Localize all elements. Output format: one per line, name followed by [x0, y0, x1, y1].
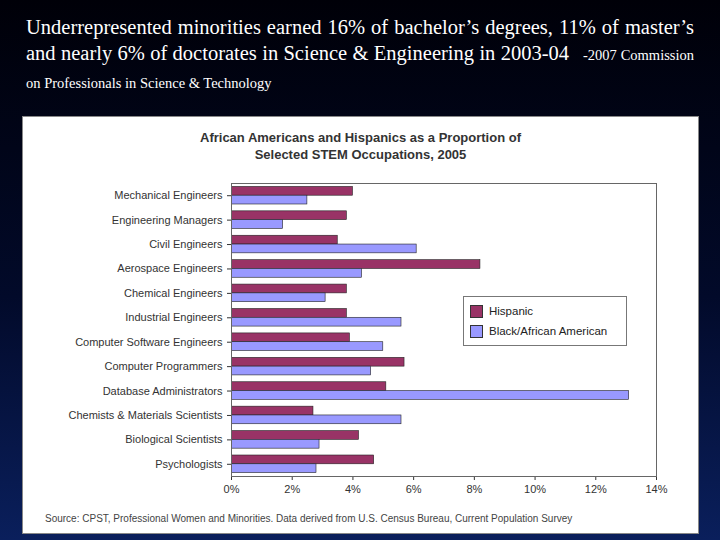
svg-text:Mechanical Engineers: Mechanical Engineers	[114, 189, 223, 201]
svg-text:Database Administrators: Database Administrators	[103, 385, 223, 397]
svg-text:10%: 10%	[524, 483, 546, 495]
svg-text:Engineering Managers: Engineering Managers	[112, 214, 223, 226]
svg-text:Chemical Engineers: Chemical Engineers	[124, 287, 223, 299]
svg-text:14%: 14%	[645, 483, 667, 495]
svg-text:Computer Programmers: Computer Programmers	[105, 360, 223, 372]
html-text:-2007 Commission on Profession: -2007 Commission on Professionals in Sci…	[26, 47, 694, 91]
html-text:Source: CPST, Professional Wom: Source: CPST, Professional Women and Min…	[45, 513, 573, 524]
svg-text:6%: 6%	[406, 483, 422, 495]
svg-text:Industrial Engineers: Industrial Engineers	[125, 311, 223, 323]
html-text:Hispanic: Hispanic	[489, 305, 534, 317]
svg-text:4%: 4%	[345, 483, 361, 495]
svg-text:Aerospace Engineers: Aerospace Engineers	[117, 262, 223, 274]
svg-text:0%: 0%	[224, 483, 240, 495]
svg-text:Computer Software Engineers: Computer Software Engineers	[75, 336, 223, 348]
svg-text:8%: 8%	[466, 483, 482, 495]
svg-text:2%: 2%	[284, 483, 300, 495]
svg-text:Psychologists: Psychologists	[155, 458, 223, 470]
svg-text:Biological Scientists: Biological Scientists	[125, 433, 223, 445]
svg-text:Chemists & Materials Scientist: Chemists & Materials Scientists	[68, 409, 223, 421]
svg-text:12%: 12%	[585, 483, 607, 495]
svg-text:Civil Engineers: Civil Engineers	[149, 238, 223, 250]
html-text:Black/African American: Black/African American	[489, 325, 608, 337]
html-text:African Americans and Hispanic: African Americans and Hispanics as a Pro…	[200, 130, 521, 162]
html-text:Underrepresented minorities ea: Underrepresented minorities earned 16% o…	[26, 16, 694, 64]
